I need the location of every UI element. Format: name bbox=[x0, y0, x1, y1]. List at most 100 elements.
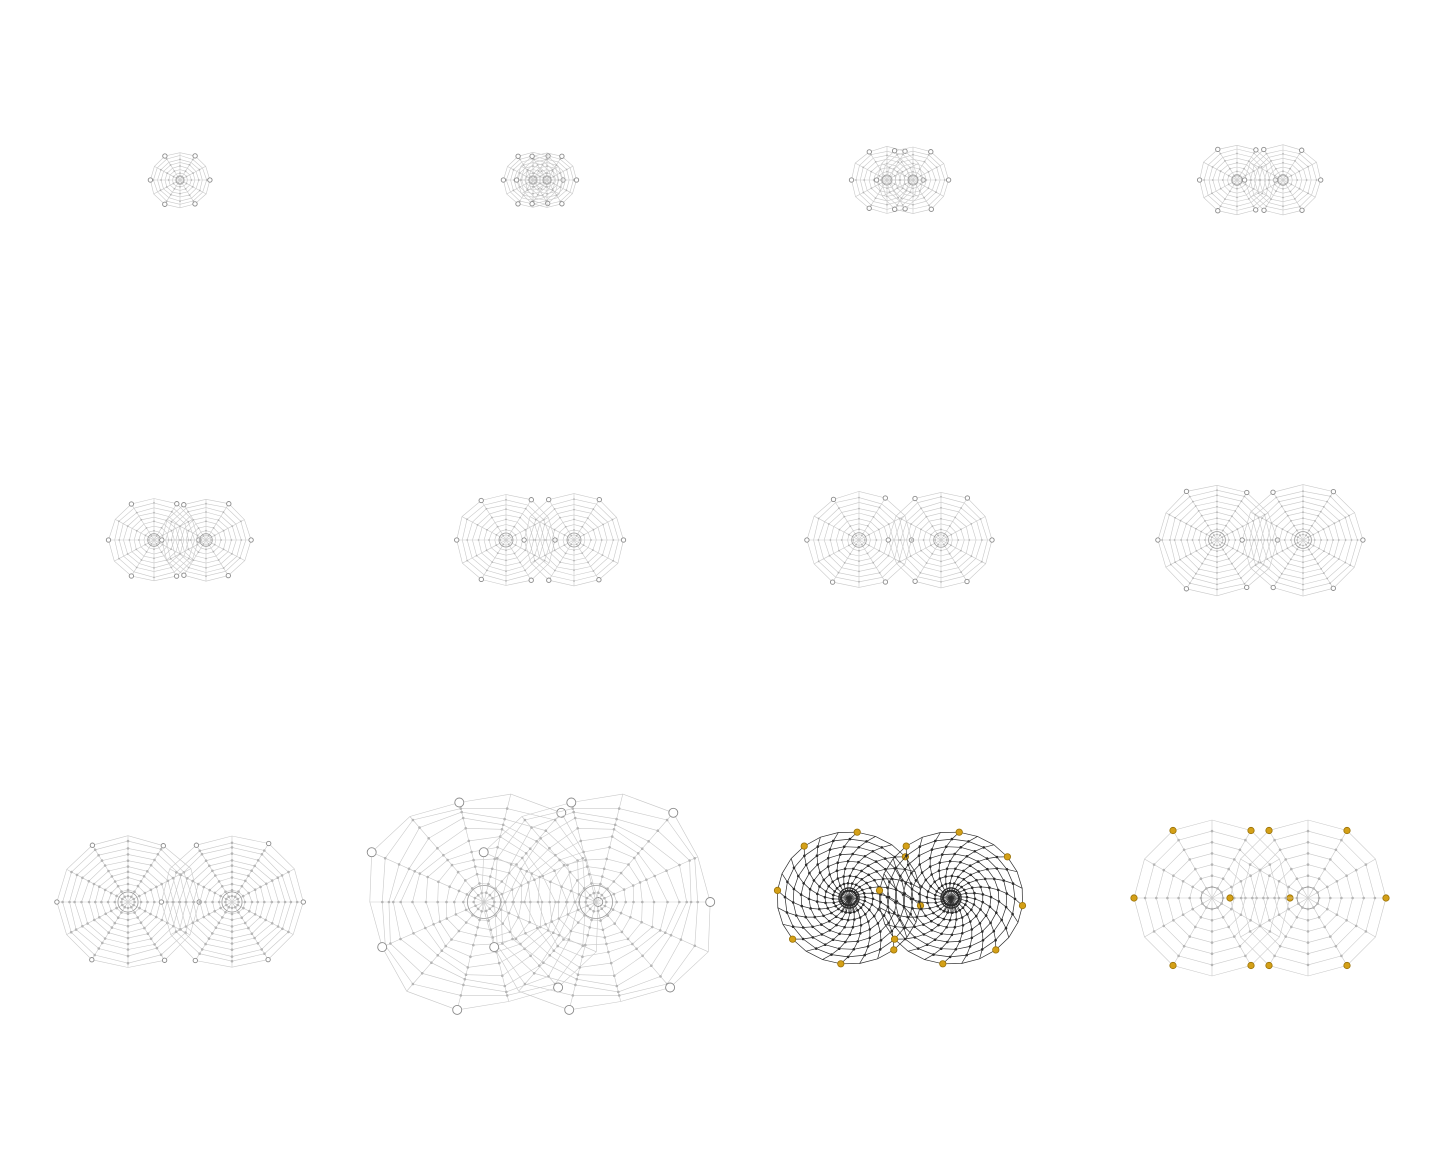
web-node bbox=[905, 854, 908, 858]
web-node bbox=[1317, 531, 1320, 533]
web-node bbox=[858, 560, 860, 563]
web-node bbox=[855, 543, 857, 546]
web-node bbox=[1298, 152, 1301, 155]
web-node bbox=[1306, 874, 1310, 877]
anchor-point bbox=[665, 982, 676, 993]
web-node bbox=[1210, 829, 1214, 833]
web-node bbox=[148, 539, 150, 541]
web-hub bbox=[1208, 531, 1226, 549]
web-node bbox=[857, 846, 861, 849]
web-node bbox=[914, 175, 917, 178]
web-node bbox=[857, 860, 860, 864]
web-node bbox=[872, 516, 875, 518]
web-node bbox=[153, 557, 155, 560]
web-node bbox=[505, 990, 508, 994]
web-node bbox=[509, 863, 513, 866]
web-node bbox=[1204, 539, 1206, 541]
web-node bbox=[1258, 868, 1262, 872]
web-node bbox=[126, 882, 130, 886]
web-node bbox=[1221, 916, 1225, 919]
web-node bbox=[1337, 558, 1340, 560]
anchor-point bbox=[1239, 537, 1245, 543]
web-node bbox=[184, 170, 187, 173]
web-node bbox=[146, 900, 149, 904]
web-node bbox=[1199, 877, 1203, 880]
web-node bbox=[1299, 543, 1301, 546]
web-node bbox=[73, 900, 76, 904]
web-node bbox=[587, 872, 591, 876]
web-ring bbox=[868, 163, 906, 197]
web-node bbox=[875, 539, 878, 541]
anchor-point bbox=[162, 153, 168, 159]
web-node bbox=[1227, 174, 1230, 177]
web-node bbox=[1259, 561, 1262, 564]
web-node bbox=[592, 508, 595, 511]
web-node bbox=[1281, 528, 1284, 530]
web-node bbox=[1210, 952, 1214, 955]
web-node bbox=[1286, 179, 1289, 181]
web-node bbox=[981, 900, 984, 904]
web-node bbox=[959, 860, 962, 864]
web-node bbox=[887, 523, 890, 526]
web-node bbox=[997, 900, 1001, 903]
web-node bbox=[940, 581, 942, 583]
web-node bbox=[583, 914, 586, 917]
web-node bbox=[1333, 522, 1336, 525]
web-left bbox=[147, 152, 213, 209]
web-node bbox=[973, 850, 977, 853]
web-node bbox=[605, 942, 608, 946]
web-node bbox=[1307, 192, 1309, 195]
web-spoke bbox=[813, 515, 860, 541]
web-node bbox=[937, 534, 939, 537]
web-node bbox=[1260, 539, 1262, 541]
web-node bbox=[879, 930, 882, 933]
web-node bbox=[1216, 494, 1218, 497]
web-spoke bbox=[205, 539, 229, 576]
web-node bbox=[1182, 944, 1186, 948]
web-spoke bbox=[914, 539, 942, 582]
web-node bbox=[491, 936, 495, 939]
web-node bbox=[1305, 179, 1308, 181]
web-spoke bbox=[840, 897, 862, 965]
web-node bbox=[143, 909, 147, 913]
web-node bbox=[1350, 539, 1353, 541]
web-node bbox=[545, 539, 547, 541]
web-node bbox=[914, 879, 918, 882]
web-node bbox=[260, 948, 264, 951]
anchor-point bbox=[1265, 826, 1273, 835]
web-node bbox=[1282, 205, 1284, 208]
web-node bbox=[818, 871, 822, 874]
anchor-point bbox=[1261, 146, 1267, 153]
web-node bbox=[213, 891, 217, 895]
web-node bbox=[840, 917, 844, 921]
web-node bbox=[849, 553, 852, 555]
web-node bbox=[602, 523, 604, 526]
web-node bbox=[964, 892, 968, 895]
web-node bbox=[546, 186, 548, 188]
web-node bbox=[169, 164, 172, 166]
web-left bbox=[804, 491, 915, 588]
web-node bbox=[1243, 495, 1246, 498]
web-node bbox=[1373, 896, 1377, 900]
web-node bbox=[1273, 183, 1276, 186]
web-node bbox=[1294, 160, 1296, 162]
web-node bbox=[540, 170, 543, 173]
web-node bbox=[198, 189, 201, 192]
web-node bbox=[581, 955, 584, 958]
web-node bbox=[491, 561, 494, 563]
web-node bbox=[948, 552, 951, 555]
anchor-point bbox=[529, 153, 535, 159]
web-node bbox=[601, 554, 604, 556]
web-node bbox=[126, 954, 130, 958]
web-node bbox=[126, 853, 130, 856]
web-node bbox=[567, 539, 570, 541]
web-node bbox=[844, 940, 847, 944]
web-node bbox=[970, 555, 973, 558]
web-node bbox=[1248, 863, 1252, 866]
web-node bbox=[146, 932, 150, 935]
web-spoke bbox=[858, 497, 886, 541]
web-node bbox=[612, 880, 616, 883]
web-spoke bbox=[940, 539, 968, 582]
web-node bbox=[505, 518, 507, 521]
web-node bbox=[253, 936, 256, 940]
